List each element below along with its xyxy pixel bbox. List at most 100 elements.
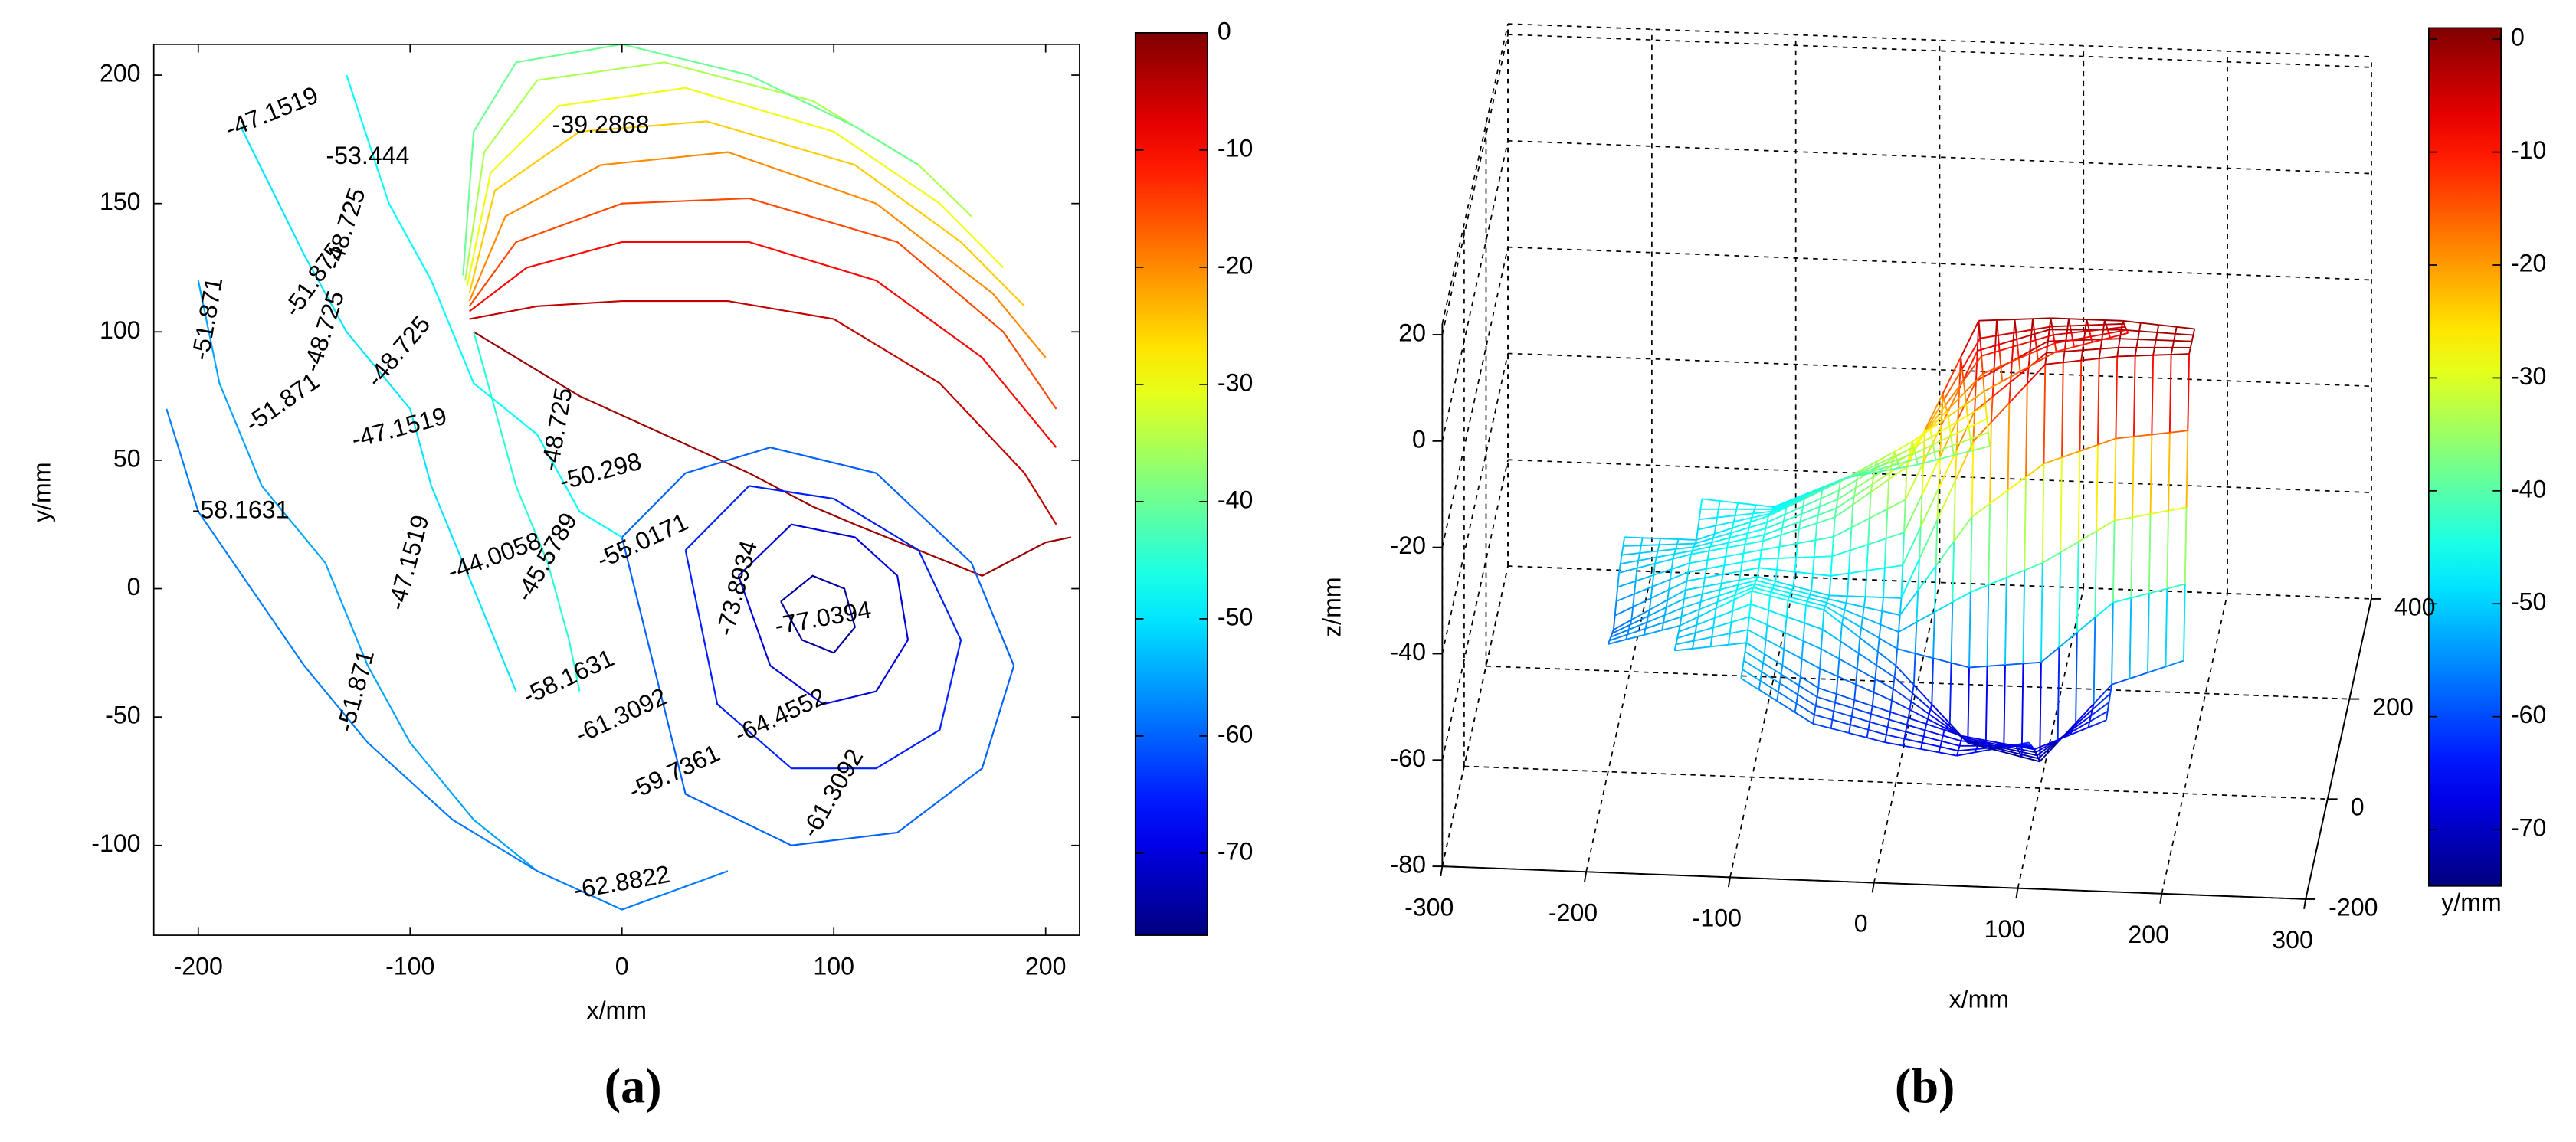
mesh-line bbox=[1673, 548, 1676, 555]
mesh-line bbox=[1988, 432, 1991, 447]
mesh-line bbox=[1676, 632, 1696, 640]
mesh-line bbox=[1853, 684, 1857, 701]
mesh-line bbox=[1932, 657, 1952, 664]
mesh-line bbox=[1673, 644, 1677, 651]
mesh-line bbox=[1640, 538, 1644, 546]
mesh-line bbox=[1638, 556, 1657, 561]
x-tick bbox=[1584, 872, 1588, 882]
mesh-line bbox=[2070, 731, 2073, 735]
colorbar-tick-label: -30 bbox=[2511, 362, 2546, 390]
contour-line bbox=[240, 126, 517, 692]
mesh-line bbox=[1814, 714, 1833, 721]
mesh-line bbox=[1748, 522, 1752, 528]
mesh-line bbox=[2118, 339, 2121, 348]
mesh-line bbox=[2150, 509, 2169, 515]
mesh-line bbox=[2176, 326, 2195, 330]
mesh-line bbox=[1981, 373, 1985, 392]
mesh-line bbox=[1931, 425, 1950, 438]
mesh-line bbox=[1738, 579, 1757, 586]
mesh-line bbox=[2024, 476, 2027, 571]
y-axis-label: y/mm bbox=[2441, 888, 2502, 916]
mesh-line bbox=[1970, 431, 1989, 440]
mesh-line bbox=[1847, 550, 1851, 574]
mesh-line bbox=[1630, 615, 1649, 626]
mesh-line bbox=[1834, 504, 1853, 519]
mesh-line bbox=[1785, 506, 1804, 515]
mesh-line bbox=[1920, 748, 1939, 754]
mesh-line bbox=[1719, 500, 1739, 504]
mesh-line bbox=[2070, 726, 2089, 736]
mesh-line bbox=[1776, 692, 1779, 702]
contour-line bbox=[197, 280, 538, 872]
mesh-line bbox=[1838, 479, 1858, 492]
mesh-line bbox=[2075, 632, 2078, 724]
mesh-line bbox=[1991, 371, 1995, 397]
mesh-line bbox=[1785, 600, 1789, 617]
mesh-line bbox=[2094, 601, 2114, 618]
mesh-line bbox=[2106, 702, 2110, 712]
mesh-line bbox=[1867, 518, 1870, 545]
mesh-line bbox=[1875, 461, 1879, 465]
mesh-line bbox=[1795, 694, 1799, 704]
mesh-line bbox=[1827, 598, 1847, 604]
mesh-line bbox=[1910, 692, 1913, 702]
mesh-line bbox=[1611, 623, 1630, 634]
mesh-line bbox=[1797, 693, 1817, 707]
mesh-line bbox=[2166, 510, 2170, 589]
mesh-line bbox=[1694, 624, 1698, 633]
mesh-line bbox=[2070, 332, 2074, 340]
mesh-line bbox=[1817, 506, 1821, 515]
mesh-line bbox=[1794, 557, 1798, 572]
mesh-line bbox=[1848, 725, 1851, 734]
mesh-line bbox=[2032, 317, 2051, 320]
mesh-line bbox=[1932, 612, 1935, 659]
mesh-line bbox=[1698, 601, 1702, 610]
mesh-line bbox=[1669, 568, 1673, 580]
mesh-line bbox=[2096, 358, 2100, 445]
mesh-line bbox=[1816, 516, 1836, 525]
mesh-line bbox=[2088, 719, 2107, 728]
mesh-line bbox=[2015, 332, 2019, 346]
mesh-line bbox=[1915, 653, 1934, 659]
mesh-line bbox=[1821, 610, 1825, 630]
mesh-line bbox=[1623, 545, 1641, 547]
mesh-line bbox=[1899, 597, 1903, 616]
mesh-line bbox=[1971, 445, 1991, 452]
mesh-line bbox=[1834, 693, 1837, 703]
mesh-line bbox=[1720, 574, 1724, 584]
mesh-line bbox=[1955, 440, 1975, 481]
mesh-line bbox=[1958, 741, 1962, 747]
mesh-line bbox=[2096, 444, 2099, 532]
mesh-line bbox=[1617, 572, 1620, 587]
mesh-line bbox=[1855, 683, 1874, 693]
mesh-line bbox=[1815, 535, 1834, 542]
mesh-line bbox=[1746, 527, 1750, 534]
mesh-line bbox=[2105, 711, 2109, 721]
mesh-line bbox=[1814, 523, 1818, 541]
mesh-line bbox=[1824, 605, 1844, 618]
contour-group bbox=[166, 44, 1072, 911]
mesh-line bbox=[1609, 633, 1628, 642]
mesh-line bbox=[1844, 603, 1847, 610]
mesh-line bbox=[1696, 617, 1699, 626]
mesh-line bbox=[1883, 568, 1886, 598]
mesh-line bbox=[1997, 335, 2001, 351]
mesh-line bbox=[2185, 430, 2189, 508]
mesh-line bbox=[1711, 537, 1730, 544]
mesh-line bbox=[1650, 586, 1653, 599]
mesh-line bbox=[2067, 319, 2071, 326]
contour-line bbox=[684, 485, 962, 770]
mesh-line bbox=[2165, 588, 2168, 667]
mesh-line bbox=[1831, 549, 1850, 558]
mesh-line bbox=[1921, 736, 1925, 743]
mesh-line bbox=[1780, 528, 1784, 535]
colorbar-tick-label: -70 bbox=[2511, 814, 2546, 842]
mesh-line bbox=[1989, 422, 1992, 504]
mesh-line bbox=[2008, 383, 2028, 404]
mesh-line bbox=[1781, 521, 1785, 528]
mesh-line bbox=[1983, 391, 1987, 405]
mesh-line bbox=[2090, 332, 2109, 338]
mesh-line bbox=[1946, 391, 1966, 412]
mesh-line bbox=[1879, 459, 1898, 467]
mesh-line bbox=[1860, 627, 1880, 640]
